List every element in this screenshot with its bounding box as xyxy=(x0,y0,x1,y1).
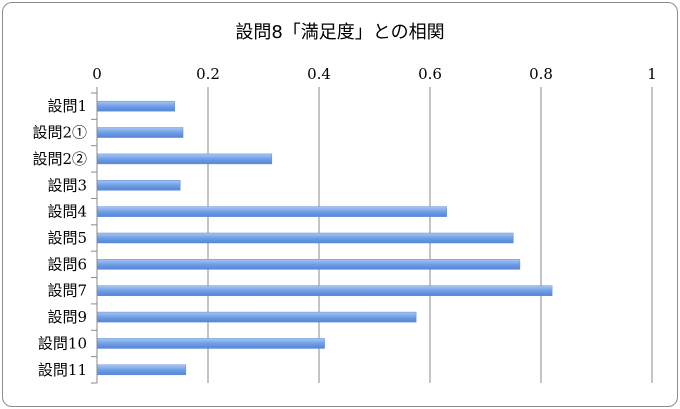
category-label: 設問9 xyxy=(47,308,87,326)
axes xyxy=(91,87,653,384)
x-tick-label: 0.6 xyxy=(418,65,442,83)
bar xyxy=(96,232,514,244)
x-tick-label: 0 xyxy=(92,65,102,83)
bars xyxy=(96,100,553,376)
bar xyxy=(96,285,553,296)
category-label: 設問6 xyxy=(47,255,87,273)
category-label: 設問10 xyxy=(38,334,87,352)
category-label: 設問7 xyxy=(47,282,87,300)
x-tick-label: 0.8 xyxy=(529,65,553,83)
x-tick-label: 0.4 xyxy=(307,65,331,83)
category-label: 設問5 xyxy=(47,229,87,247)
category-label: 設問1 xyxy=(47,97,87,115)
category-label: 設問11 xyxy=(38,361,87,379)
bar xyxy=(96,311,417,323)
bar xyxy=(96,127,184,138)
category-label: 設問2② xyxy=(32,150,87,168)
bar xyxy=(96,259,521,270)
bar xyxy=(96,206,447,217)
labels: 0 0.2 0.4 0.6 0.8 1 設問1 設問2① 設問2② 設問3 設問4 設問5 設問6 設問7… xyxy=(32,65,656,379)
bar xyxy=(96,338,325,349)
category-label: 設問4 xyxy=(47,203,87,221)
category-label: 設問2① xyxy=(32,124,87,142)
bar xyxy=(96,153,273,165)
x-tick-label: 0.2 xyxy=(196,65,220,83)
chart-title: 設問8「満足度」との相関 xyxy=(235,22,445,43)
bar xyxy=(96,180,181,191)
bar xyxy=(96,364,187,376)
category-label: 設問3 xyxy=(47,176,87,194)
bar xyxy=(96,100,175,112)
x-tick-label: 1 xyxy=(647,65,657,83)
